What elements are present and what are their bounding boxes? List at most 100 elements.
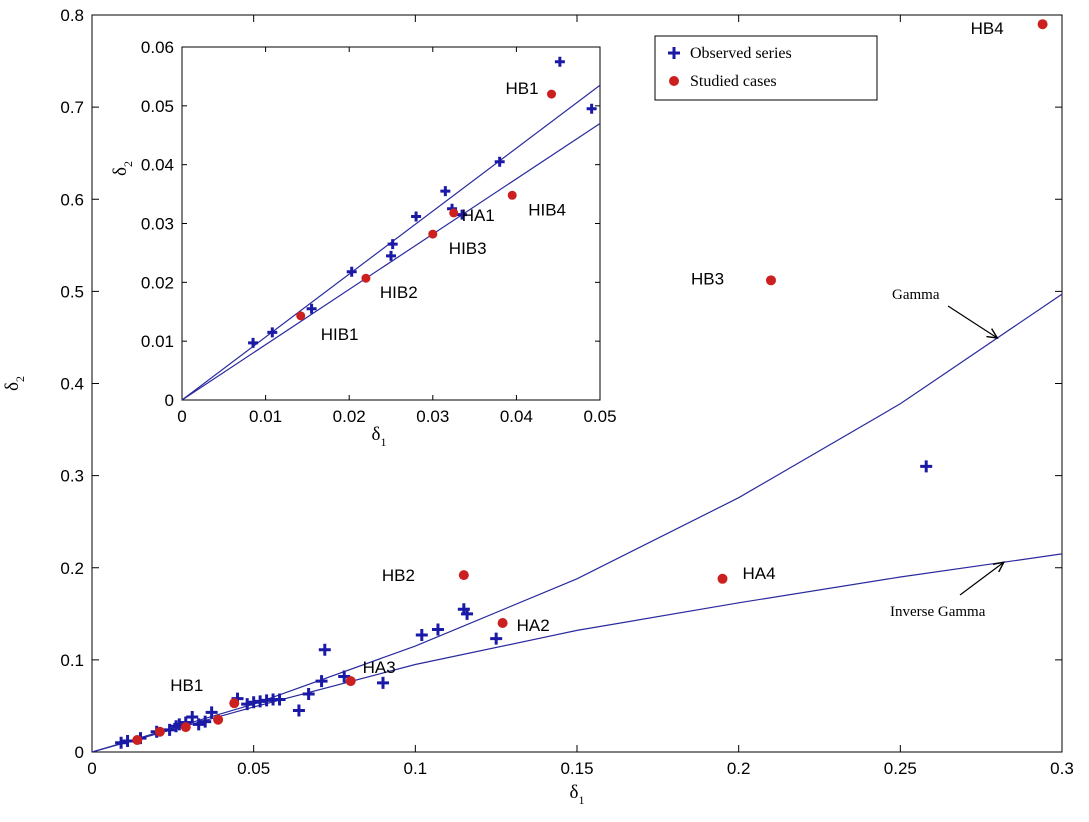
observed-point <box>554 56 565 67</box>
x-tick-label: 0.1 <box>404 759 428 778</box>
studied-case-point <box>428 229 438 239</box>
plot-area <box>92 19 1062 752</box>
observed-point <box>306 303 317 314</box>
observed-point <box>440 186 451 197</box>
case-label: HB4 <box>971 19 1004 38</box>
observed-point <box>415 629 428 642</box>
y-tick-label: 0.8 <box>60 6 84 25</box>
x-tick-label: 0 <box>87 759 96 778</box>
observed-point <box>192 718 205 731</box>
observed-point <box>248 337 259 348</box>
observed-point <box>199 715 212 728</box>
y-tick-label: 0.2 <box>60 559 84 578</box>
curve-label-arrow-head <box>992 561 1006 573</box>
studied-case-point <box>361 273 371 283</box>
studied-case-point <box>766 275 776 286</box>
legend-label: Studied cases <box>690 73 777 90</box>
observed-point <box>377 676 389 689</box>
curve-label: Gamma <box>892 287 940 303</box>
y-axis-label: δ2 <box>110 161 135 176</box>
observed-point <box>494 156 505 167</box>
case-label: HIB2 <box>380 283 418 302</box>
y-axis-label-symbol: δ <box>2 382 23 391</box>
observed-point <box>267 327 278 338</box>
curve-label: Inverse Gamma <box>890 604 986 620</box>
x-axis-label-subscript: 1 <box>380 435 386 449</box>
observed-point <box>920 460 933 473</box>
observed-point <box>302 687 315 700</box>
studied-case-point <box>1037 19 1048 30</box>
observed-point <box>461 607 474 620</box>
x-tick-label: 0.25 <box>884 759 917 778</box>
x-axis-label-symbol: δ <box>372 424 381 445</box>
observed-point <box>490 632 503 645</box>
x-tick-label: 0.15 <box>560 759 593 778</box>
observed-point <box>338 670 351 683</box>
y-axis-label-symbol: δ <box>110 167 131 176</box>
case-label: HIB3 <box>449 239 487 258</box>
case-label: HA3 <box>363 658 396 677</box>
observed-point <box>586 103 597 114</box>
legend-dot-marker <box>669 76 679 86</box>
studied-case-point <box>180 722 191 733</box>
studied-case-point <box>229 698 240 709</box>
studied-case-point <box>497 618 508 629</box>
case-label: HIB1 <box>321 325 359 344</box>
studied-case-point <box>213 714 224 725</box>
y-tick-label: 0.02 <box>141 273 174 292</box>
inset-plot-frame <box>181 46 601 401</box>
y-axis-label-subscript: 2 <box>13 376 27 382</box>
observed-point <box>115 736 128 749</box>
y-tick-label: 0.3 <box>60 467 84 486</box>
observed-point <box>163 723 176 736</box>
y-tick-label: 0.1 <box>60 651 84 670</box>
inset-plot-area <box>182 56 600 400</box>
inset-plot: 0 0.01 0.02 0.03 0.04 0.05 0 0.01 0.02 0.03 0.04 0.… <box>110 38 617 449</box>
observed-point <box>386 250 396 261</box>
y-tick-label: 0 <box>75 743 84 762</box>
studied-case-point <box>547 89 557 99</box>
legend-label: Observed series <box>690 45 792 62</box>
case-label: HA2 <box>517 616 550 635</box>
observed-point <box>273 693 286 706</box>
case-label: HA1 <box>462 206 495 225</box>
studied-case-point <box>132 735 143 746</box>
y-tick-label: 0.4 <box>60 375 84 394</box>
observed-point <box>318 643 331 656</box>
x-axis-label: δ1 <box>570 782 585 807</box>
x-tick-label: 0.05 <box>237 759 270 778</box>
observed-point <box>121 734 134 747</box>
x-tick-label: 0.05 <box>583 407 616 426</box>
y-axis-label-subscript: 2 <box>121 161 135 167</box>
legend: Observed series Studied cases <box>654 35 878 101</box>
studied-case-point <box>296 311 306 321</box>
y-axis-label: δ2 <box>2 376 27 391</box>
y-tick-label: 0.6 <box>60 190 84 209</box>
x-tick-label: 0.02 <box>333 407 366 426</box>
observed-point <box>431 623 444 636</box>
y-tick-label: 0.04 <box>141 156 174 175</box>
legend-plus-marker <box>668 47 680 59</box>
observed-point <box>387 239 398 250</box>
y-tick-label: 0.01 <box>141 332 174 351</box>
curve-label-arrow-head <box>986 328 999 339</box>
x-tick-label: 0.03 <box>416 407 449 426</box>
x-axis-label-subscript: 1 <box>578 793 584 807</box>
x-axis-label: δ1 <box>372 424 387 449</box>
studied-case-point <box>345 676 356 687</box>
case-label: HA4 <box>743 564 776 583</box>
case-label: HB2 <box>382 566 415 585</box>
inverse-gamma-curve <box>182 122 600 400</box>
y-tick-label: 0.03 <box>141 215 174 234</box>
legend-box <box>654 35 878 101</box>
y-tick-label: 0.5 <box>60 282 84 301</box>
observed-point <box>292 704 305 717</box>
case-label: HB1 <box>506 79 539 98</box>
x-tick-label: 0.2 <box>727 759 751 778</box>
observed-point <box>315 675 328 688</box>
x-tick-label: 0 <box>177 407 186 426</box>
x-tick-label: 0.3 <box>1050 759 1074 778</box>
observed-point <box>186 710 199 723</box>
case-label: HIB4 <box>528 200 566 219</box>
